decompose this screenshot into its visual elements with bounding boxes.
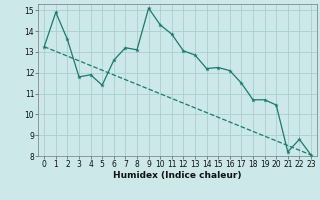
X-axis label: Humidex (Indice chaleur): Humidex (Indice chaleur)	[113, 171, 242, 180]
